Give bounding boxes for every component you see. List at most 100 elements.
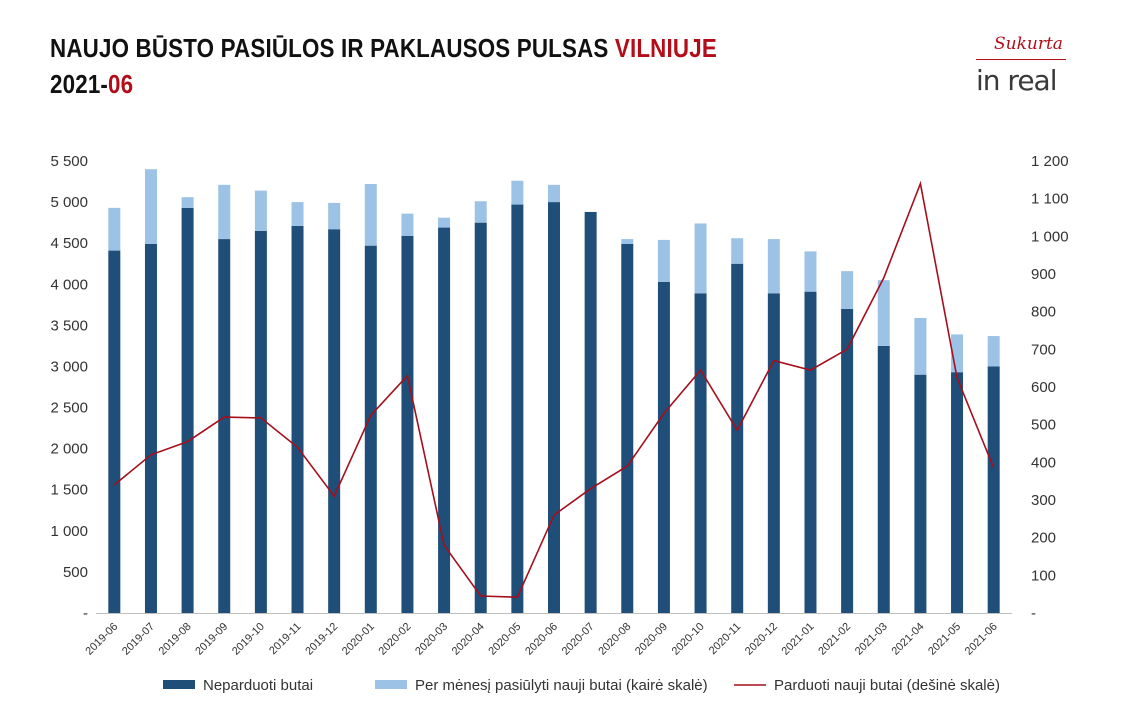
bar-unsold <box>254 230 267 613</box>
x-tick-label: 2019-11 <box>267 621 303 657</box>
x-axis: 2019-06 2019-07 2019-08 2019-09 2019-10 2019-… <box>83 621 999 658</box>
bar-offered <box>144 169 157 245</box>
left-tick-label: - <box>83 605 88 622</box>
bar-unsold <box>841 308 854 613</box>
bar-unsold <box>804 291 817 613</box>
legend: Neparduoti butai Per mėnesį pasiūlyti nau… <box>163 677 1000 694</box>
bar-offered <box>364 184 377 246</box>
bar-unsold <box>548 202 560 613</box>
bar-offered <box>438 217 451 228</box>
right-tick-label: 800 <box>1031 304 1056 321</box>
left-tick-label: 500 <box>63 564 88 581</box>
bar-unsold <box>474 222 487 614</box>
bar-offered <box>511 180 524 205</box>
bar-offered <box>841 271 854 309</box>
logo-rule <box>976 59 1066 60</box>
right-tick-label: 500 <box>1031 417 1056 434</box>
bar-offered <box>474 201 487 223</box>
bar-unsold <box>914 374 927 613</box>
title-city: VILNIUJE <box>614 33 717 63</box>
right-axis: - 100 200 300 400 500 600 700 800 900 1 000 1 100 1 … <box>1031 153 1069 622</box>
left-tick-label: 5 000 <box>50 194 88 211</box>
left-tick-label: 3 000 <box>50 358 88 375</box>
bar-offered <box>767 239 780 294</box>
bar-unsold <box>877 345 890 613</box>
x-tick-label: 2020-06 <box>523 621 560 658</box>
right-tick-label: - <box>1031 605 1036 622</box>
chart-title: NAUJO BŪSTO PASIŪLOS IR PAKLAUSOS PULSAS… <box>50 30 717 66</box>
logo-made-by: Sukurta <box>994 34 1063 54</box>
bar-unsold <box>108 250 121 613</box>
x-tick-label: 2019-07 <box>120 621 157 658</box>
right-tick-label: 700 <box>1031 341 1056 358</box>
x-tick-label: 2020-04 <box>450 621 487 658</box>
x-tick-label: 2020-01 <box>340 621 377 658</box>
bar-unsold <box>657 281 670 613</box>
bar-offered <box>987 336 1000 367</box>
bar-unsold <box>511 204 524 613</box>
bar-offered <box>254 190 267 231</box>
right-tick-label: 200 <box>1031 530 1056 547</box>
bar-unsold <box>181 207 194 614</box>
x-tick-label: 2021-06 <box>963 621 1000 658</box>
bars <box>108 169 1000 614</box>
left-tick-label: 4 500 <box>50 235 88 252</box>
x-tick-label: 2021-04 <box>889 621 926 658</box>
bar-unsold <box>218 239 231 613</box>
bar-unsold <box>767 293 780 613</box>
bar-unsold <box>694 293 707 613</box>
x-tick-label: 2020-03 <box>413 621 450 658</box>
title-main: NAUJO BŪSTO PASIŪLOS IR PAKLAUSOS PULSAS <box>50 33 609 63</box>
x-tick-label: 2020-08 <box>596 621 633 658</box>
bar-unsold <box>144 244 157 613</box>
left-tick-label: 2 500 <box>50 400 88 417</box>
bar-offered <box>877 280 890 346</box>
bar-offered <box>108 207 121 251</box>
x-tick-label: 2020-07 <box>560 621 597 658</box>
bar-unsold <box>951 372 964 613</box>
legend-sold: Parduoti nauji butai (dešinė skalė) <box>734 677 1000 694</box>
bar-unsold <box>987 366 1000 613</box>
x-tick-label: 2019-08 <box>157 621 194 658</box>
bar-offered <box>548 184 560 203</box>
title-block: NAUJO BŪSTO PASIŪLOS IR PAKLAUSOS PULSAS… <box>50 30 825 102</box>
bar-unsold <box>401 235 414 613</box>
x-tick-label: 2020-05 <box>486 621 523 658</box>
x-tick-label: 2020-09 <box>633 621 670 658</box>
bar-offered <box>218 184 231 240</box>
x-tick-label: 2019-09 <box>193 621 230 658</box>
legend-offered-label: Per mėnesį pasiūlyti nauji butai (kairė … <box>415 677 708 694</box>
right-tick-label: 1 000 <box>1031 228 1069 245</box>
bar-unsold <box>584 211 597 613</box>
legend-offered-swatch <box>375 680 407 689</box>
bar-offered <box>731 238 744 264</box>
x-tick-label: 2021-02 <box>816 621 853 658</box>
bar-offered <box>694 223 707 294</box>
x-tick-label: 2021-01 <box>780 621 817 658</box>
legend-unsold: Neparduoti butai <box>163 677 313 694</box>
left-tick-label: 5 500 <box>50 153 88 170</box>
bar-offered <box>914 317 927 375</box>
left-tick-label: 1 000 <box>50 523 88 540</box>
x-tick-label: 2020-12 <box>743 621 780 658</box>
legend-unsold-swatch <box>163 680 195 689</box>
x-tick-label: 2020-10 <box>670 621 707 658</box>
right-tick-label: 100 <box>1031 567 1056 584</box>
chart-period: 2021-06 <box>50 66 717 102</box>
sold-line <box>113 180 995 599</box>
x-tick-label: 2020-11 <box>707 621 743 657</box>
left-tick-label: 2 000 <box>50 441 88 458</box>
bar-unsold <box>621 244 634 613</box>
legend-unsold-label: Neparduoti butai <box>203 677 313 694</box>
x-tick-label: 2019-12 <box>303 621 340 658</box>
period-prefix: 2021- <box>50 69 109 99</box>
right-tick-label: 600 <box>1031 379 1056 396</box>
bar-unsold <box>291 225 304 613</box>
x-tick-label: 2019-10 <box>230 621 267 658</box>
legend-offered: Per mėnesį pasiūlyti nauji butai (kairė … <box>375 677 708 694</box>
bar-offered <box>181 197 194 208</box>
right-tick-label: 1 100 <box>1031 191 1069 208</box>
bar-offered <box>657 239 670 282</box>
left-axis: - 500 1 000 1 500 2 000 2 500 3 000 3 500 4 000 4… <box>50 153 88 622</box>
inreal-logo: Sukurta in real <box>972 34 1072 100</box>
